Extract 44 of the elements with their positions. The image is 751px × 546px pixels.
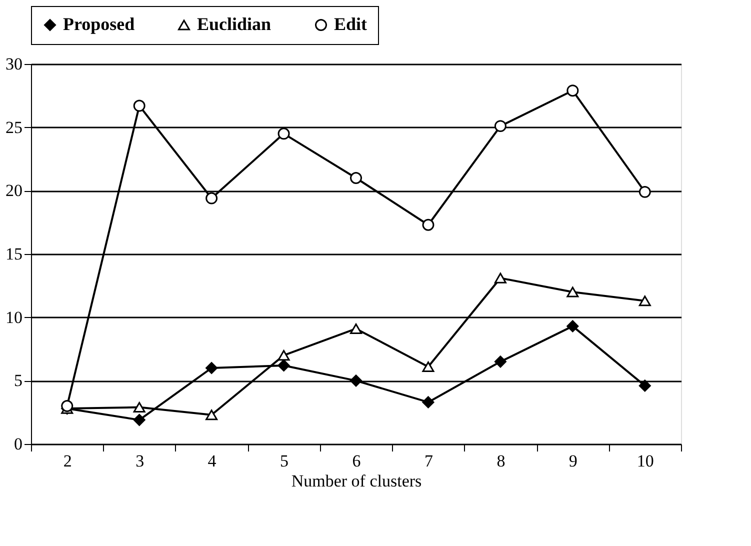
point — [638, 380, 651, 392]
point — [566, 286, 579, 298]
point — [638, 186, 651, 198]
x-axis-title: Number of clusters — [291, 472, 422, 490]
legend-label: Euclidian — [197, 14, 272, 34]
legend-label: Proposed — [63, 14, 135, 34]
y-tick-label: 5 — [14, 371, 22, 390]
point — [422, 218, 434, 231]
y-tick-label: 10 — [6, 308, 22, 327]
x-tick-label: 6 — [352, 452, 361, 470]
point — [350, 172, 362, 184]
x-tick-label: 4 — [208, 452, 217, 470]
y-tick-label: 15 — [6, 244, 22, 264]
y-tick-label: 0 — [14, 434, 22, 454]
y-tick-label: 25 — [6, 118, 22, 137]
point — [133, 402, 146, 413]
point — [278, 359, 290, 372]
point — [494, 120, 506, 132]
point — [206, 410, 218, 420]
x-tick-label: 2 — [63, 452, 72, 470]
point — [278, 128, 290, 140]
point — [133, 414, 146, 426]
point — [494, 356, 506, 368]
x-tick-label: 10 — [636, 452, 654, 470]
point — [638, 296, 651, 306]
point — [133, 100, 146, 112]
point — [566, 84, 579, 97]
x-tick-label: 8 — [496, 452, 506, 470]
x-tick-label: 7 — [424, 452, 434, 470]
point — [350, 323, 362, 334]
point — [206, 362, 218, 374]
x-tick-label: 9 — [568, 452, 578, 470]
x-tick-label: 3 — [136, 452, 144, 470]
point — [494, 272, 506, 284]
x-tick-label: 5 — [280, 452, 289, 470]
point — [278, 350, 290, 361]
point — [206, 192, 218, 204]
point — [422, 396, 434, 408]
legend-label: Edit — [334, 14, 368, 34]
y-tick-label: 30 — [6, 54, 22, 74]
point — [566, 320, 579, 332]
y-tick-label: 20 — [6, 181, 22, 200]
point — [350, 374, 362, 387]
point — [422, 361, 434, 372]
